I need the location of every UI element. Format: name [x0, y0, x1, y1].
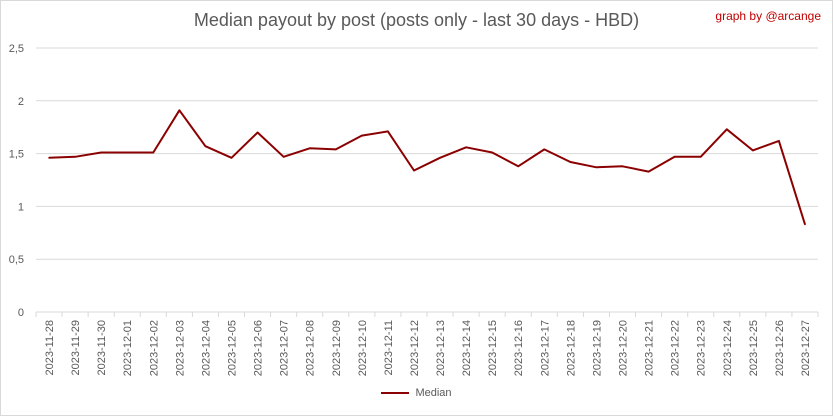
x-tick-label: 2023-12-19 [591, 320, 603, 376]
data-point [569, 161, 572, 163]
x-tick-label: 2023-11-30 [96, 320, 108, 375]
data-point [387, 130, 389, 133]
series-median [48, 109, 806, 226]
data-point [282, 156, 285, 158]
x-tick-label: 2023-12-13 [435, 320, 447, 376]
data-point [517, 165, 519, 168]
x-tick-label: 2023-11-29 [70, 320, 82, 375]
data-point [621, 165, 624, 168]
data-point [100, 151, 102, 154]
x-tick-label: 2023-12-18 [565, 320, 577, 376]
x-tick-label: 2023-12-03 [174, 320, 186, 376]
legend: Median [0, 387, 833, 399]
x-tick-label: 2023-12-11 [383, 320, 395, 375]
data-point [673, 156, 676, 158]
data-point [726, 128, 728, 131]
data-point [361, 134, 363, 137]
x-tick-label: 2023-12-14 [461, 320, 473, 376]
x-tick-label: 2023-11-28 [44, 320, 56, 375]
data-point [48, 157, 50, 159]
x-tick-label: 2023-12-04 [200, 320, 212, 376]
legend-swatch-median [381, 392, 410, 395]
y-tick-label: 2,5 [9, 43, 24, 55]
x-tick-label: 2023-12-10 [357, 320, 369, 376]
data-point [152, 151, 155, 154]
y-tick-label: 1 [18, 201, 24, 213]
data-point [543, 148, 546, 151]
x-tick-label: 2023-12-08 [305, 320, 317, 376]
x-tick-label: 2023-12-12 [409, 320, 421, 376]
x-tick-label: 2023-12-02 [148, 320, 160, 376]
y-tick-label: 0 [18, 307, 24, 319]
x-tick-label: 2023-12-20 [618, 320, 630, 376]
x-tick-label: 2023-12-25 [748, 320, 760, 376]
chart-credit: graph by @arcange [715, 9, 821, 23]
chart-title: Median payout by post (posts only - last… [193, 10, 640, 30]
data-point [465, 146, 467, 149]
data-point [595, 166, 598, 169]
data-point [647, 170, 650, 173]
data-point [804, 223, 806, 226]
data-point [126, 151, 128, 154]
data-point [491, 151, 494, 154]
x-tick-label: 2023-12-05 [227, 320, 239, 376]
x-tick-label: 2023-12-27 [800, 320, 812, 376]
x-tick-label: 2023-12-17 [539, 320, 551, 376]
data-point [778, 140, 780, 142]
data-point [74, 156, 76, 158]
x-tick-label: 2023-12-16 [513, 320, 525, 376]
y-tick-label: 0,5 [9, 254, 24, 266]
data-point [230, 157, 233, 159]
x-axis-ticks: 2023-11-28 2023-11-29 2023-11-30 2023-12-01… [35, 312, 819, 376]
legend-label-median: Median [415, 387, 452, 399]
series-line-median [48, 109, 806, 225]
data-point [752, 149, 754, 152]
x-tick-label: 2023-12-24 [722, 320, 734, 376]
x-tick-label: 2023-12-26 [774, 320, 786, 376]
y-tick-label: 2 [18, 96, 24, 108]
x-tick-label: 2023-12-09 [331, 320, 343, 376]
data-point [256, 131, 259, 134]
data-point [204, 145, 207, 147]
x-tick-label: 2023-12-23 [696, 320, 708, 376]
data-point [439, 157, 441, 159]
gridlines [36, 47, 818, 313]
data-point [308, 147, 311, 150]
x-tick-label: 2023-12-15 [487, 320, 499, 376]
x-tick-label: 2023-12-21 [644, 320, 656, 376]
data-point [335, 148, 337, 151]
data-point [413, 169, 415, 172]
y-tick-label: 1,5 [9, 149, 24, 161]
data-point [699, 156, 702, 158]
x-tick-label: 2023-12-07 [279, 320, 291, 376]
data-point [178, 109, 181, 112]
x-tick-label: 2023-12-01 [122, 320, 134, 376]
x-tick-label: 2023-12-22 [670, 320, 682, 376]
y-axis-ticks: 0 0,5 1 1,5 2 2,5 [9, 43, 24, 319]
x-tick-label: 2023-12-06 [253, 320, 265, 376]
